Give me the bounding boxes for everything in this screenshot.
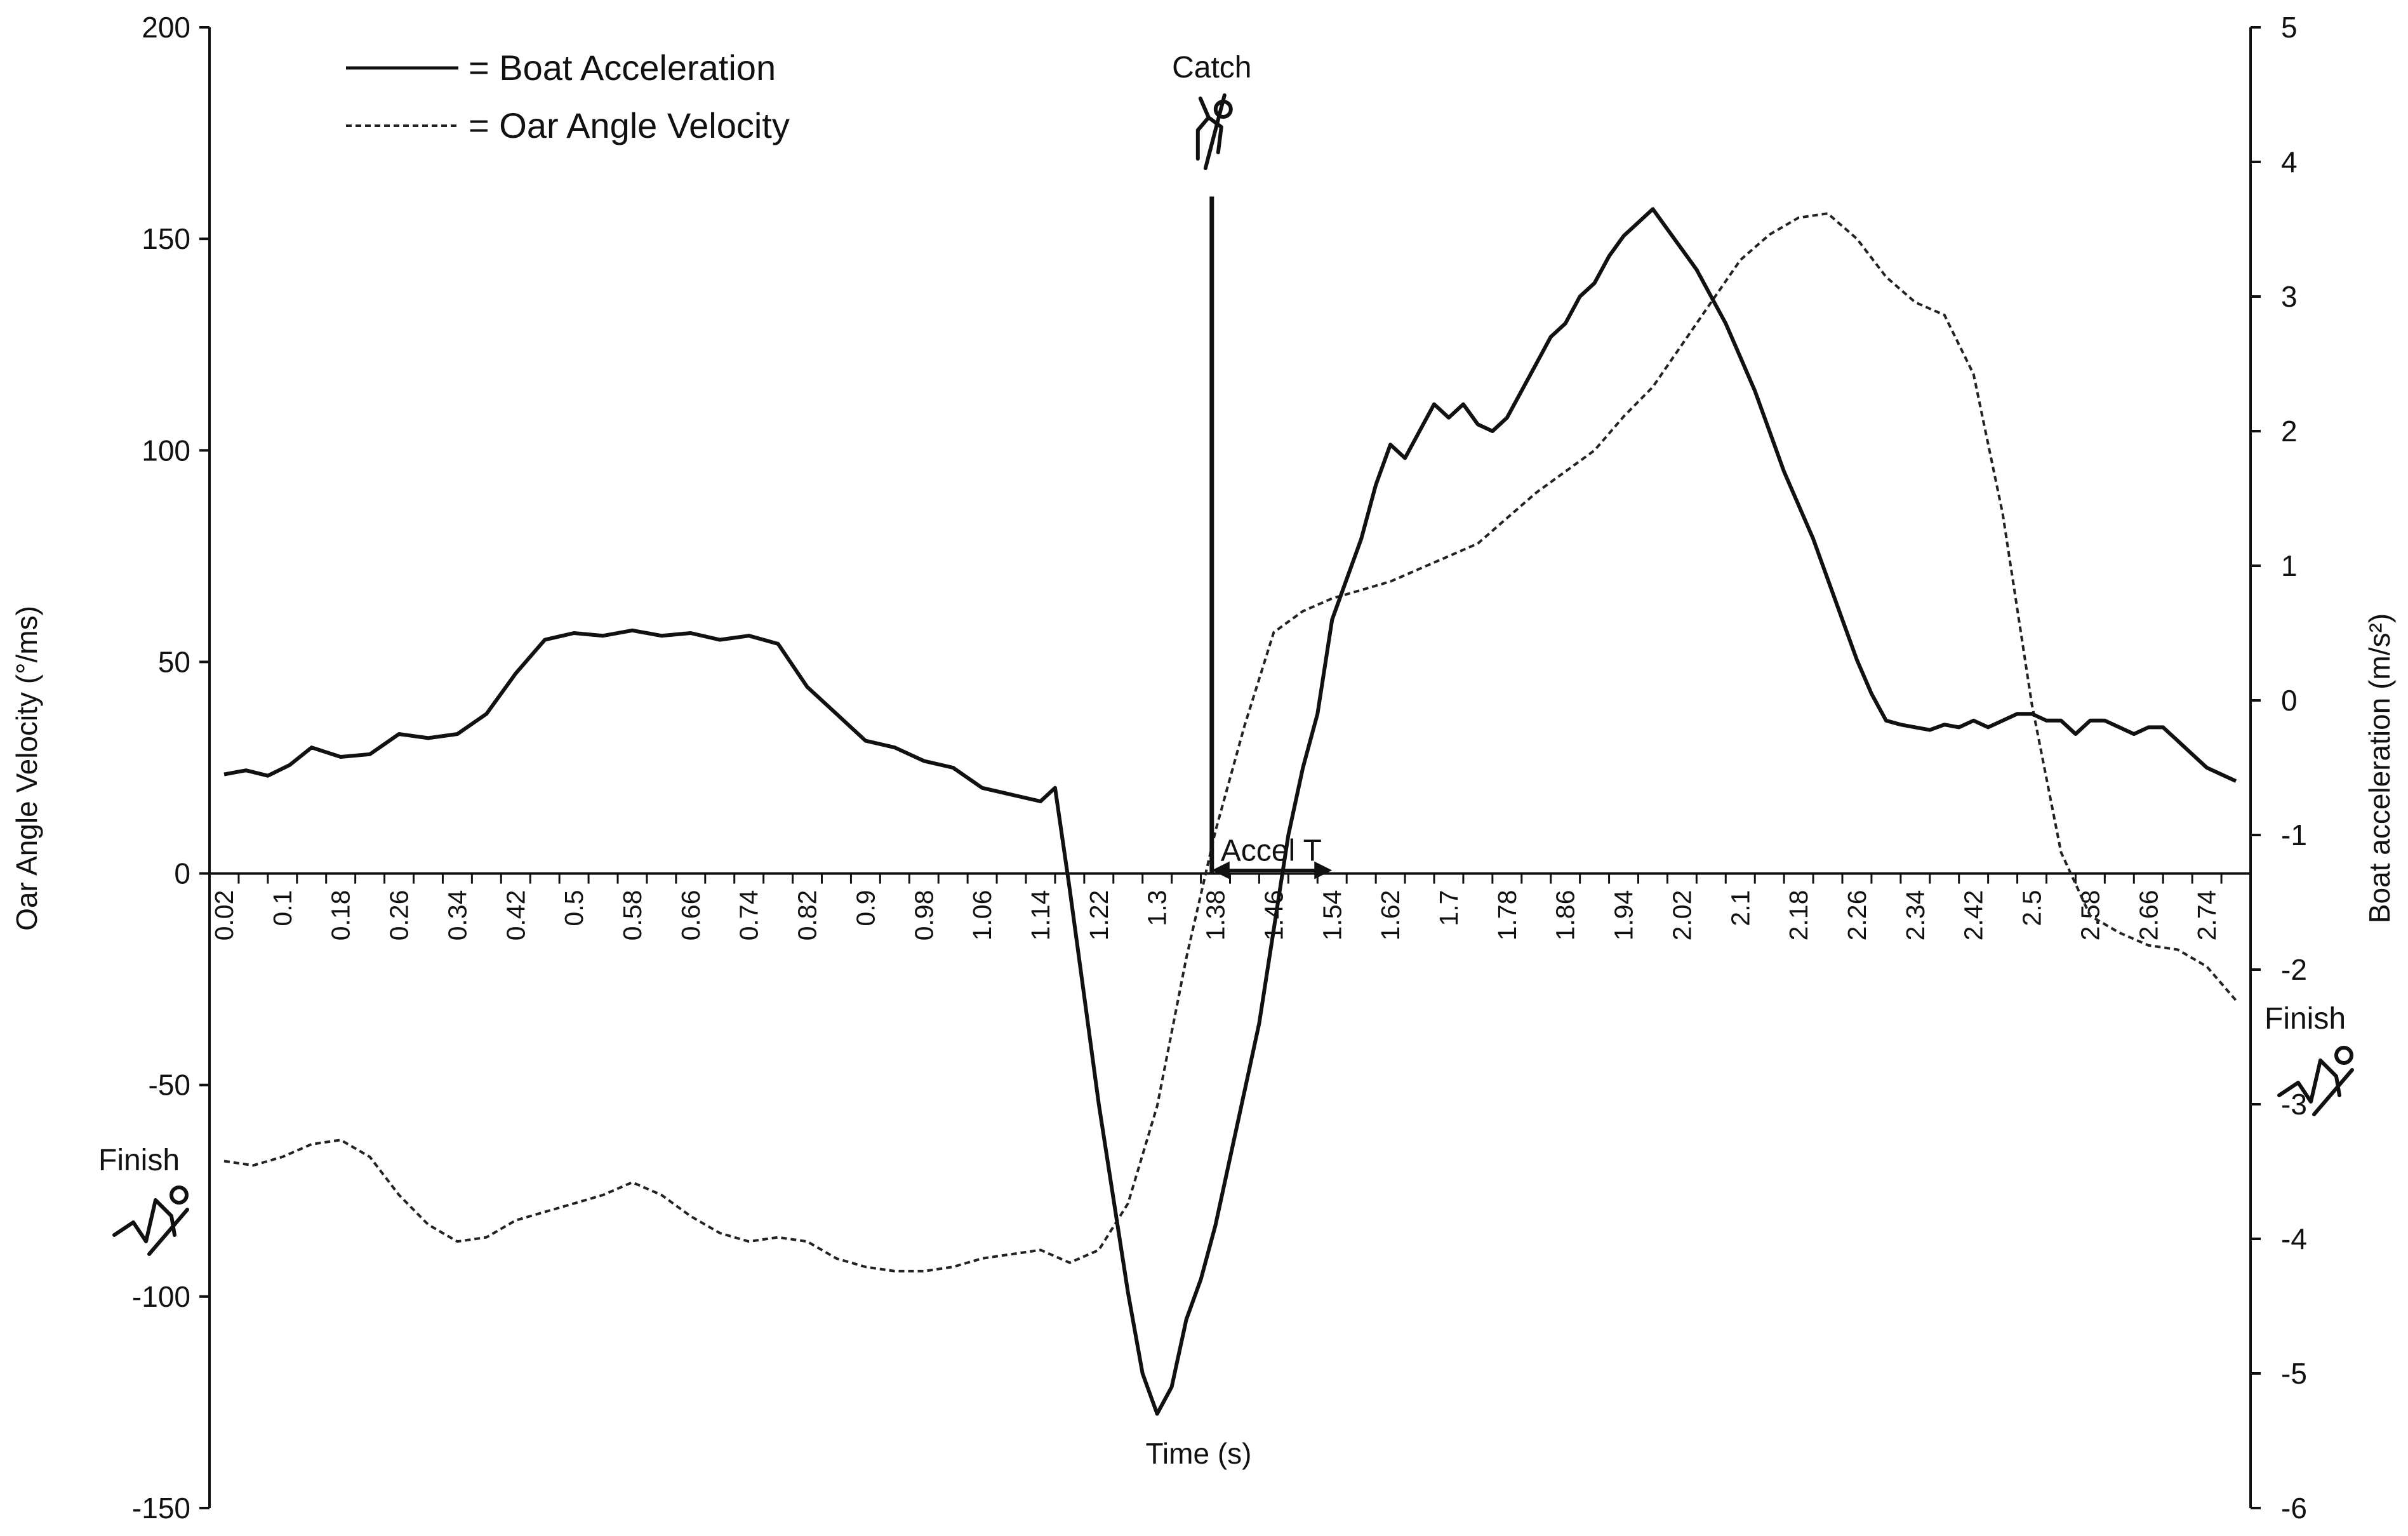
x-tick-label: 2.66 xyxy=(2134,890,2163,941)
finish-label-left: Finish xyxy=(98,1144,180,1177)
x-tick-label: 0.1 xyxy=(268,890,297,926)
y-tick-right-label: -2 xyxy=(2281,953,2307,986)
x-tick-label: 2.74 xyxy=(2192,890,2221,941)
y-tick-right-label: 5 xyxy=(2281,11,2298,44)
x-tick-label: 1.22 xyxy=(1084,890,1114,941)
rower-catch-icon xyxy=(1195,93,1233,170)
x-tick-label: 1.94 xyxy=(1609,890,1639,941)
x-tick-label: 1.38 xyxy=(1201,890,1230,941)
finish-annotation-left: Finish xyxy=(98,1144,189,1256)
x-tick-label: 0.42 xyxy=(501,890,530,941)
y-tick-left-label: -50 xyxy=(149,1069,190,1102)
y-tick-left-label: 50 xyxy=(158,645,190,678)
x-tick-label: 1.7 xyxy=(1434,890,1463,926)
y-tick-right-label: 3 xyxy=(2281,280,2298,313)
y-tick-right-label: -4 xyxy=(2281,1222,2307,1255)
series-boat-acceleration xyxy=(223,207,2237,1416)
y-tick-right-label: -6 xyxy=(2281,1492,2307,1525)
y-tick-right-label: 0 xyxy=(2281,684,2298,717)
x-tick-label: 0.02 xyxy=(210,890,239,941)
accel-t-arrowhead-right xyxy=(1314,861,1333,879)
catch-label: Catch xyxy=(1172,51,1251,84)
x-tick-label: 0.58 xyxy=(618,890,647,941)
x-tick-label: 0.26 xyxy=(385,890,414,941)
x-ticks: 0.02 0.1 0.18 0.26 0.34 0.42 0.5 0.58 0.66 0.74 0.… xyxy=(208,873,2252,941)
legend-label-boat-acceleration: = Boat Acceleration xyxy=(469,48,776,88)
y-tick-left-label: 200 xyxy=(142,11,190,44)
x-tick-label: 0.9 xyxy=(851,890,880,926)
finish-annotation-right: Finish xyxy=(2265,1002,2354,1116)
x-tick-label: 2.26 xyxy=(1842,890,1872,941)
accel-t-annotation: Accel T xyxy=(1211,834,1333,879)
catch-annotation: Catch xyxy=(1172,51,1251,874)
x-tick-label: 1.78 xyxy=(1493,890,1522,941)
x-tick-label: 2.02 xyxy=(1667,890,1696,941)
y-tick-left-label: 0 xyxy=(174,857,190,890)
y-tick-right-label: -5 xyxy=(2281,1357,2307,1390)
accel-t-label: Accel T xyxy=(1221,834,1322,868)
x-tick-label: 2.18 xyxy=(1784,890,1813,941)
legend: = Boat Acceleration = Oar Angle Velocity xyxy=(346,48,790,145)
x-tick-label: 2.42 xyxy=(1959,890,1988,941)
x-tick-label: 0.98 xyxy=(909,890,938,941)
y-tick-left-label: 100 xyxy=(142,434,190,467)
finish-label-right: Finish xyxy=(2265,1002,2346,1036)
legend-label-oar-angle-velocity: = Oar Angle Velocity xyxy=(469,105,790,145)
x-tick-label: 0.66 xyxy=(676,890,705,941)
y-tick-right-label: 4 xyxy=(2281,145,2298,178)
y-tick-left-label: -100 xyxy=(132,1280,190,1313)
x-tick-label: 2.1 xyxy=(1726,890,1755,926)
x-tick-label: 1.14 xyxy=(1026,890,1055,941)
x-tick-label: 1.62 xyxy=(1376,890,1405,941)
x-tick-label: 0.34 xyxy=(442,890,472,941)
y-tick-right-label: -1 xyxy=(2281,818,2307,851)
x-tick-label: 1.3 xyxy=(1143,890,1172,926)
y-axis-right-title: Boat acceleration (m/s²) xyxy=(2363,613,2396,923)
y-axis-left-title: Oar Angle Velocity (°/ms) xyxy=(10,606,43,931)
rower-finish-icon-right xyxy=(2277,1046,2354,1116)
x-tick-label: 1.54 xyxy=(1317,890,1347,941)
x-tick-label: 2.34 xyxy=(1901,890,1930,941)
y-tick-right-label: 1 xyxy=(2281,549,2298,582)
series-oar-angle-velocity xyxy=(223,212,2237,1272)
accel-t-arrowhead-left xyxy=(1211,861,1230,879)
x-tick-label: 0.5 xyxy=(559,890,589,926)
y-tick-left-label: 150 xyxy=(142,222,190,255)
x-axis-title: Time (s) xyxy=(1146,1437,1252,1470)
rower-finish-icon-left xyxy=(112,1185,189,1256)
x-tick-label: 2.5 xyxy=(2018,890,2047,926)
y-ticks-left: 200 150 100 50 0 -50 -100 -150 xyxy=(132,11,210,1525)
y-tick-right-label: 2 xyxy=(2281,415,2298,448)
x-tick-label: 1.86 xyxy=(1551,890,1580,941)
x-tick-label: 0.18 xyxy=(326,890,356,941)
x-tick-label: 0.82 xyxy=(793,890,822,941)
y-tick-left-label: -150 xyxy=(132,1492,190,1525)
x-tick-label: 1.06 xyxy=(968,890,997,941)
x-tick-label: 0.74 xyxy=(735,890,764,941)
